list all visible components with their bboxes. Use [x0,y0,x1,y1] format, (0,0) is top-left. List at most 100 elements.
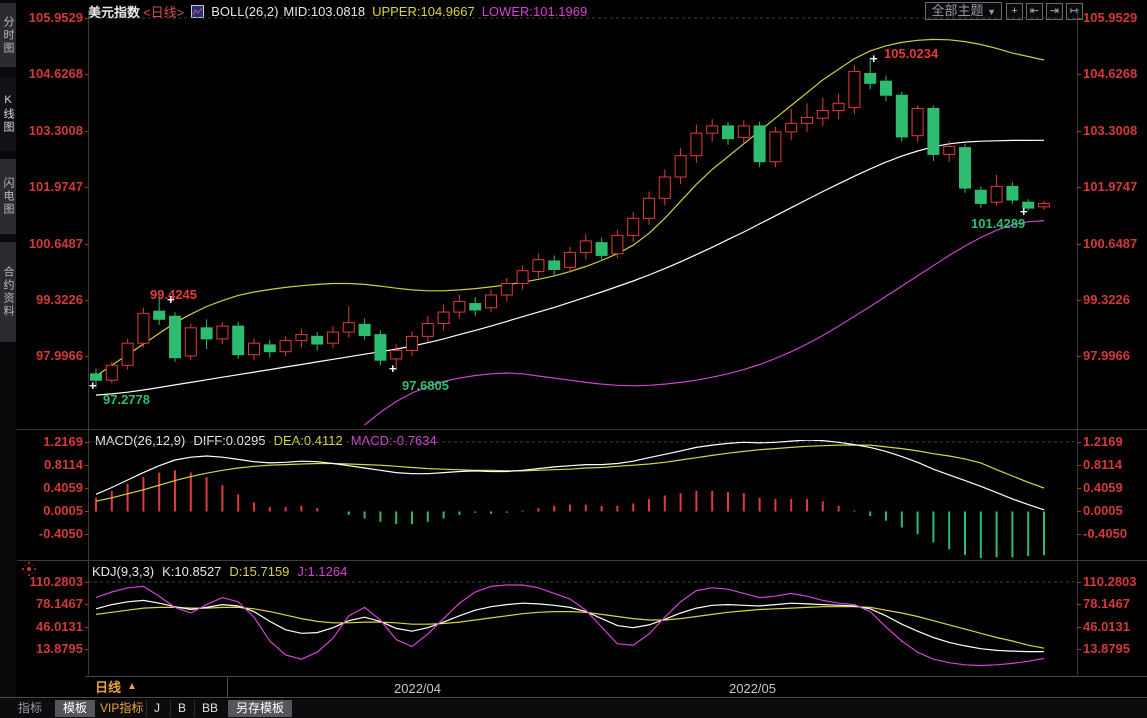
main-tick-left [85,18,89,19]
pan-right-icon[interactable]: ↦ [1066,2,1083,20]
candle-body [469,303,482,311]
macd-tick-right [1077,442,1081,443]
kdj-tick-left [85,604,89,605]
main-axis-label-right: 101.9747 [1083,179,1138,194]
zoom-right-icon[interactable]: ⇥ [1046,2,1063,20]
toolbar-save-template[interactable]: 另存模板 [228,700,293,717]
candle-body [943,145,956,155]
macd-tick-left [85,534,89,535]
boll-mid-line [95,139,1045,396]
plot-right-border [1077,10,1078,675]
main-tick-right [1077,131,1081,132]
candle-body [690,132,703,157]
macd-tick-right [1077,534,1081,535]
candle-body [374,334,387,361]
macd-axis-label-right: 0.4059 [1083,480,1123,495]
symbol-title: 美元指数 [88,4,141,20]
toolbar-tab-b[interactable]: B [170,700,193,717]
macd-axis-label-right: 1.2169 [1083,434,1123,449]
extreme-cross-marker: + [1020,204,1028,219]
macd-axis-label-right: -0.4050 [1083,526,1128,541]
candle-body [801,116,813,124]
sidebar-tab-time-chart[interactable]: 分时图 [0,3,16,67]
kdj-panel-header: KDJ(9,3,3) K:10.8527 D:15.7159 J:1.1264 [92,564,347,579]
date-tick-label: 2022/05 [729,681,776,696]
kdj-tick-right [1077,604,1081,605]
kdj-indicator-chart[interactable] [88,570,1077,672]
main-axis-label-right: 100.6487 [1083,236,1138,251]
main-axis-label-left: 101.9747 [28,179,83,194]
date-tick-label: 2022/04 [394,681,441,696]
kdj-label: KDJ(9,3,3) [92,564,155,579]
main-axis-label-right: 99.3226 [1083,292,1130,307]
crosshair-icon[interactable]: + [1006,2,1023,20]
macd-kdj-divider [17,560,1147,561]
candle-body [816,110,829,119]
candle-body [832,102,845,112]
main-axis-label-left: 97.9966 [36,348,83,363]
candle-body [658,176,671,199]
kdj-tick-left [85,582,89,583]
candle-body [1038,202,1050,208]
chart-header: 美元指数 <日线> BOLL(26,2) MID:103.0818 UPPER:… [88,2,587,20]
candle-body [627,217,640,236]
kdj-axis-label-left: 13.8795 [36,641,83,656]
price-annotation: 99.4245 [150,287,197,302]
header-controls: 全部主题 ▼ + ⇤ ⇥ ↦ [925,2,1083,20]
main-axis-label-left: 99.3226 [36,292,83,307]
kdj-axis-label-left: 78.1467 [36,596,83,611]
candle-body [184,327,197,357]
candle-body [706,125,719,134]
boll-upper-value: UPPER:104.9667 [372,3,475,19]
kdj-axis-label-left: 110.2803 [29,574,83,589]
price-annotation: 97.2778 [103,392,150,407]
kdj-axis-label-right: 46.0131 [1083,619,1130,634]
sidebar-tab-flash-chart[interactable]: 闪电图 [0,159,16,234]
main-tick-right [1077,187,1081,188]
candle-body [153,310,166,320]
extreme-cross-marker: + [389,361,397,376]
candle-body [279,340,292,353]
zoom-left-icon[interactable]: ⇤ [1026,2,1043,20]
candle-body [90,373,102,381]
plot-left-border [88,10,89,675]
candle-body [500,283,513,296]
candle-body [121,342,134,366]
kdj-axis-label-right: 13.8795 [1083,641,1130,656]
main-candlestick-chart[interactable] [88,10,1077,427]
candle-body [895,94,908,138]
kdj-j-value: J:1.1264 [297,564,348,579]
sidebar-tab-contract-info[interactable]: 合约资料 [0,242,16,342]
candle-body [1022,201,1035,209]
boll-mid-value: MID:103.0818 [283,3,366,19]
sidebar-tab-kline-chart[interactable]: K线图 [0,77,16,151]
macd-axis-label-right: 0.8114 [1083,457,1123,472]
toolbar-tab-bb[interactable]: BB [194,700,225,717]
toolbar-template[interactable]: 模板 [55,700,96,717]
toolbar-tab-j[interactable]: J [146,700,167,717]
xaxis-bottom-border [0,697,1147,698]
candle-body [959,147,971,189]
candle-body [737,125,750,138]
theme-dropdown-button[interactable]: 全部主题 ▼ [925,2,1002,20]
candle-body [216,325,229,340]
macd-indicator-chart[interactable] [88,440,1077,558]
alert-icon[interactable] [22,562,34,574]
main-axis-label-right: 104.6268 [1083,66,1138,81]
kdj-tick-left [85,627,89,628]
chart-type-icon[interactable] [191,4,205,18]
left-sidebar: 分时图 K线图闪电图合约资料 [0,0,16,718]
candle-body [263,344,276,353]
candle-body [105,364,118,381]
main-tick-right [1077,300,1081,301]
main-axis-label-left: 105.9529 [28,10,83,25]
macd-tick-left [85,511,89,512]
macd-axis-label-left: 0.8114 [43,457,83,472]
main-tick-left [85,244,89,245]
candle-body [643,197,655,219]
toolbar-vip-indicator[interactable]: VIP指标 [100,701,144,715]
main-tick-left [85,74,89,75]
kdj-j-line [95,584,1045,667]
period-selector[interactable]: 日线 ▲ [85,676,228,697]
toolbar-indicator[interactable]: 指标 [18,701,43,715]
